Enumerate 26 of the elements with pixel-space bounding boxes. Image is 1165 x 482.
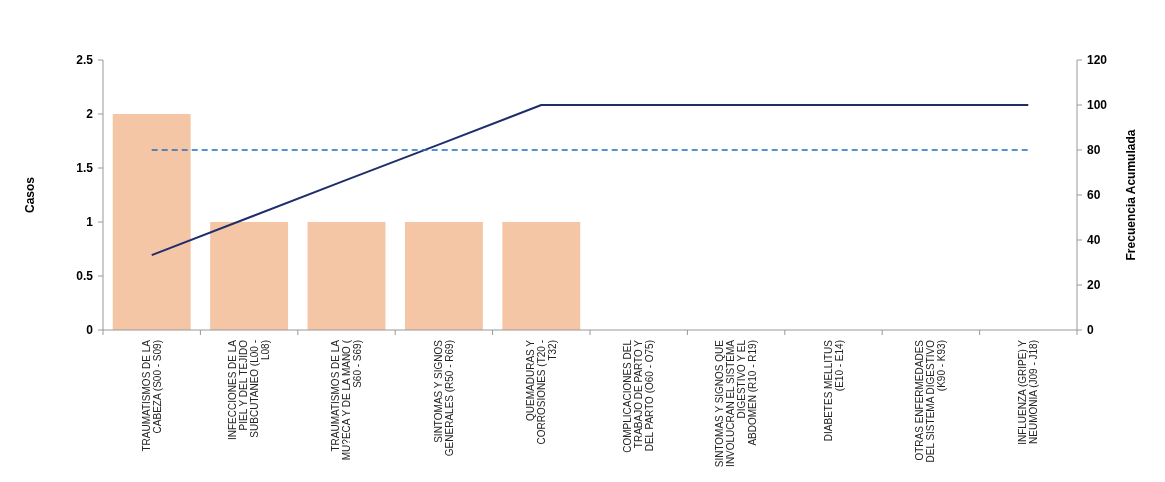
y-tick-label: 2	[86, 107, 94, 122]
x-tick-label: INFLUENZA (GRIPE) Y NEUMONIA (J09 - J18)	[1017, 339, 1040, 445]
y-tick-label: 0	[86, 323, 94, 338]
x-tick-label: COMPLICACIONES DEL TRABAJO DE PARTO Y DEL PARTO (O60 - O75)	[622, 339, 656, 453]
line-series	[150, 104, 1030, 257]
x-tick-label: SINTOMAS Y SIGNOS QUE INVOLUCRAN EL SISTEMA DIGESTIVO Y EL ABDOMEN (R10 - R19)	[714, 339, 759, 468]
y2-tick-label: 100	[1087, 98, 1108, 113]
x-tick-label: OTRAS ENFERMEDADES DEL SISTEMA DIGESTIVO (K90 - K93)	[914, 339, 948, 463]
y2-tick-label: 20	[1087, 278, 1101, 293]
x-tick-label: TRAUMATISMOS DE LA MU?ECA Y DE LA MANO ( S60 - S69)	[330, 339, 363, 461]
y2-tick-label: 60	[1087, 188, 1101, 203]
y2-tick-label: 0	[1087, 323, 1094, 338]
y-tick-label: 2.5	[76, 53, 94, 68]
y-axis-title: Casos	[23, 176, 37, 214]
y-tick-label: 1.5	[76, 161, 94, 176]
x-tick-label: QUEMADURAS Y CORROSIONES (T20 - T32)	[524, 339, 558, 445]
y2-tick-label: 80	[1087, 143, 1101, 158]
y2-axis-title: Frecuencia Acumulada	[1124, 129, 1138, 261]
y-tick-label: 0.5	[76, 269, 94, 284]
y-tick-label: 1	[86, 215, 94, 230]
y2-tick-label: 40	[1087, 233, 1101, 248]
x-tick-label: INFECCIONES DE LA PIEL Y DEL TEJIDO SUBCUTANEO (L00 - L08)	[227, 339, 272, 441]
y2-tick-label: 120	[1087, 53, 1108, 68]
x-tick-label: TRAUMATISMOS DE LA CABEZA (S00 - S09)	[140, 339, 163, 452]
x-tick-label: DIABETES MELLITUS (E10 - E14)	[822, 339, 845, 442]
x-tick-label: SINTOMAS Y SIGNOS GENERALES (R50 - R69)	[432, 339, 455, 457]
